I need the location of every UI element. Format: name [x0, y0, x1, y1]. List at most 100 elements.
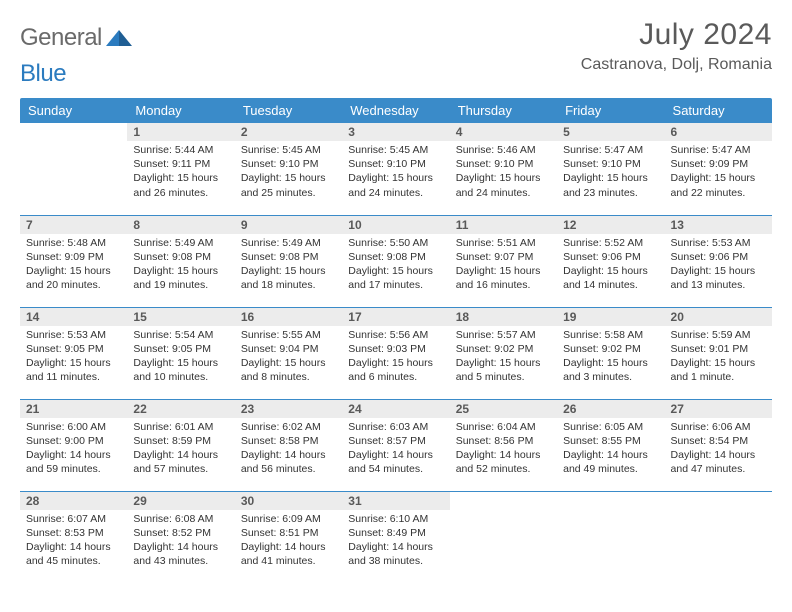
day-cell: 15Sunrise: 5:54 AMSunset: 9:05 PMDayligh…: [127, 307, 234, 399]
day-number: 6: [665, 123, 772, 141]
title-block: July 2024 Castranova, Dolj, Romania: [581, 18, 772, 74]
day-number: 26: [557, 400, 664, 418]
day-cell: 13Sunrise: 5:53 AMSunset: 9:06 PMDayligh…: [665, 215, 772, 307]
calendar-body: 1Sunrise: 5:44 AMSunset: 9:11 PMDaylight…: [20, 123, 772, 583]
logo-word1: General: [20, 24, 102, 52]
day-info: Sunrise: 5:47 AMSunset: 9:10 PMDaylight:…: [557, 141, 664, 204]
day-number: 9: [235, 216, 342, 234]
day-number: 24: [342, 400, 449, 418]
day-cell: 10Sunrise: 5:50 AMSunset: 9:08 PMDayligh…: [342, 215, 449, 307]
day-number: 3: [342, 123, 449, 141]
day-info: Sunrise: 6:02 AMSunset: 8:58 PMDaylight:…: [235, 418, 342, 481]
calendar-row: 21Sunrise: 6:00 AMSunset: 9:00 PMDayligh…: [20, 399, 772, 491]
day-number: 4: [450, 123, 557, 141]
day-number: 17: [342, 308, 449, 326]
day-number: 1: [127, 123, 234, 141]
day-number: 7: [20, 216, 127, 234]
day-cell: 29Sunrise: 6:08 AMSunset: 8:52 PMDayligh…: [127, 491, 234, 583]
day-number: 15: [127, 308, 234, 326]
day-info: Sunrise: 5:49 AMSunset: 9:08 PMDaylight:…: [127, 234, 234, 297]
calendar-row: 28Sunrise: 6:07 AMSunset: 8:53 PMDayligh…: [20, 491, 772, 583]
day-cell: 1Sunrise: 5:44 AMSunset: 9:11 PMDaylight…: [127, 123, 234, 215]
day-info: Sunrise: 6:06 AMSunset: 8:54 PMDaylight:…: [665, 418, 772, 481]
day-number: 27: [665, 400, 772, 418]
day-info: Sunrise: 6:04 AMSunset: 8:56 PMDaylight:…: [450, 418, 557, 481]
day-cell: 19Sunrise: 5:58 AMSunset: 9:02 PMDayligh…: [557, 307, 664, 399]
calendar-row: 14Sunrise: 5:53 AMSunset: 9:05 PMDayligh…: [20, 307, 772, 399]
calendar-row: 1Sunrise: 5:44 AMSunset: 9:11 PMDaylight…: [20, 123, 772, 215]
day-number: 12: [557, 216, 664, 234]
day-cell: 27Sunrise: 6:06 AMSunset: 8:54 PMDayligh…: [665, 399, 772, 491]
day-info: Sunrise: 6:05 AMSunset: 8:55 PMDaylight:…: [557, 418, 664, 481]
day-cell: 16Sunrise: 5:55 AMSunset: 9:04 PMDayligh…: [235, 307, 342, 399]
empty-cell: [557, 491, 664, 583]
day-number: 19: [557, 308, 664, 326]
day-info: Sunrise: 5:55 AMSunset: 9:04 PMDaylight:…: [235, 326, 342, 389]
day-info: Sunrise: 5:53 AMSunset: 9:06 PMDaylight:…: [665, 234, 772, 297]
day-number: 18: [450, 308, 557, 326]
day-info: Sunrise: 6:09 AMSunset: 8:51 PMDaylight:…: [235, 510, 342, 573]
day-info: Sunrise: 5:57 AMSunset: 9:02 PMDaylight:…: [450, 326, 557, 389]
day-info: Sunrise: 5:56 AMSunset: 9:03 PMDaylight:…: [342, 326, 449, 389]
day-number: 29: [127, 492, 234, 510]
calendar-table: SundayMondayTuesdayWednesdayThursdayFrid…: [20, 98, 772, 583]
weekday-friday: Friday: [557, 98, 664, 123]
logo: General: [20, 18, 136, 52]
day-info: Sunrise: 6:10 AMSunset: 8:49 PMDaylight:…: [342, 510, 449, 573]
day-cell: 5Sunrise: 5:47 AMSunset: 9:10 PMDaylight…: [557, 123, 664, 215]
day-cell: 25Sunrise: 6:04 AMSunset: 8:56 PMDayligh…: [450, 399, 557, 491]
day-number: 20: [665, 308, 772, 326]
day-cell: 26Sunrise: 6:05 AMSunset: 8:55 PMDayligh…: [557, 399, 664, 491]
day-cell: 20Sunrise: 5:59 AMSunset: 9:01 PMDayligh…: [665, 307, 772, 399]
day-cell: 8Sunrise: 5:49 AMSunset: 9:08 PMDaylight…: [127, 215, 234, 307]
day-number: 25: [450, 400, 557, 418]
day-cell: 22Sunrise: 6:01 AMSunset: 8:59 PMDayligh…: [127, 399, 234, 491]
day-info: Sunrise: 5:59 AMSunset: 9:01 PMDaylight:…: [665, 326, 772, 389]
day-info: Sunrise: 5:50 AMSunset: 9:08 PMDaylight:…: [342, 234, 449, 297]
empty-cell: [20, 123, 127, 215]
weekday-wednesday: Wednesday: [342, 98, 449, 123]
day-info: Sunrise: 5:48 AMSunset: 9:09 PMDaylight:…: [20, 234, 127, 297]
day-cell: 18Sunrise: 5:57 AMSunset: 9:02 PMDayligh…: [450, 307, 557, 399]
day-info: Sunrise: 5:51 AMSunset: 9:07 PMDaylight:…: [450, 234, 557, 297]
day-number: 30: [235, 492, 342, 510]
day-number: 21: [20, 400, 127, 418]
day-cell: 11Sunrise: 5:51 AMSunset: 9:07 PMDayligh…: [450, 215, 557, 307]
day-cell: 2Sunrise: 5:45 AMSunset: 9:10 PMDaylight…: [235, 123, 342, 215]
day-info: Sunrise: 5:44 AMSunset: 9:11 PMDaylight:…: [127, 141, 234, 204]
day-cell: 12Sunrise: 5:52 AMSunset: 9:06 PMDayligh…: [557, 215, 664, 307]
day-cell: 28Sunrise: 6:07 AMSunset: 8:53 PMDayligh…: [20, 491, 127, 583]
day-info: Sunrise: 5:58 AMSunset: 9:02 PMDaylight:…: [557, 326, 664, 389]
day-info: Sunrise: 5:45 AMSunset: 9:10 PMDaylight:…: [342, 141, 449, 204]
day-number: 23: [235, 400, 342, 418]
day-number: 11: [450, 216, 557, 234]
calendar-head: SundayMondayTuesdayWednesdayThursdayFrid…: [20, 98, 772, 123]
day-info: Sunrise: 5:52 AMSunset: 9:06 PMDaylight:…: [557, 234, 664, 297]
day-cell: 24Sunrise: 6:03 AMSunset: 8:57 PMDayligh…: [342, 399, 449, 491]
day-cell: 23Sunrise: 6:02 AMSunset: 8:58 PMDayligh…: [235, 399, 342, 491]
day-info: Sunrise: 6:07 AMSunset: 8:53 PMDaylight:…: [20, 510, 127, 573]
day-cell: 3Sunrise: 5:45 AMSunset: 9:10 PMDaylight…: [342, 123, 449, 215]
day-cell: 17Sunrise: 5:56 AMSunset: 9:03 PMDayligh…: [342, 307, 449, 399]
day-number: 22: [127, 400, 234, 418]
day-number: 14: [20, 308, 127, 326]
location: Castranova, Dolj, Romania: [581, 56, 772, 74]
day-cell: 6Sunrise: 5:47 AMSunset: 9:09 PMDaylight…: [665, 123, 772, 215]
day-cell: 4Sunrise: 5:46 AMSunset: 9:10 PMDaylight…: [450, 123, 557, 215]
day-info: Sunrise: 5:45 AMSunset: 9:10 PMDaylight:…: [235, 141, 342, 204]
month-title: July 2024: [581, 18, 772, 52]
day-info: Sunrise: 5:53 AMSunset: 9:05 PMDaylight:…: [20, 326, 127, 389]
day-cell: 14Sunrise: 5:53 AMSunset: 9:05 PMDayligh…: [20, 307, 127, 399]
day-info: Sunrise: 6:08 AMSunset: 8:52 PMDaylight:…: [127, 510, 234, 573]
weekday-tuesday: Tuesday: [235, 98, 342, 123]
day-number: 31: [342, 492, 449, 510]
day-info: Sunrise: 5:54 AMSunset: 9:05 PMDaylight:…: [127, 326, 234, 389]
day-info: Sunrise: 5:46 AMSunset: 9:10 PMDaylight:…: [450, 141, 557, 204]
day-cell: 30Sunrise: 6:09 AMSunset: 8:51 PMDayligh…: [235, 491, 342, 583]
day-info: Sunrise: 5:47 AMSunset: 9:09 PMDaylight:…: [665, 141, 772, 204]
day-cell: 9Sunrise: 5:49 AMSunset: 9:08 PMDaylight…: [235, 215, 342, 307]
empty-cell: [450, 491, 557, 583]
calendar-row: 7Sunrise: 5:48 AMSunset: 9:09 PMDaylight…: [20, 215, 772, 307]
day-number: 5: [557, 123, 664, 141]
weekday-monday: Monday: [127, 98, 234, 123]
